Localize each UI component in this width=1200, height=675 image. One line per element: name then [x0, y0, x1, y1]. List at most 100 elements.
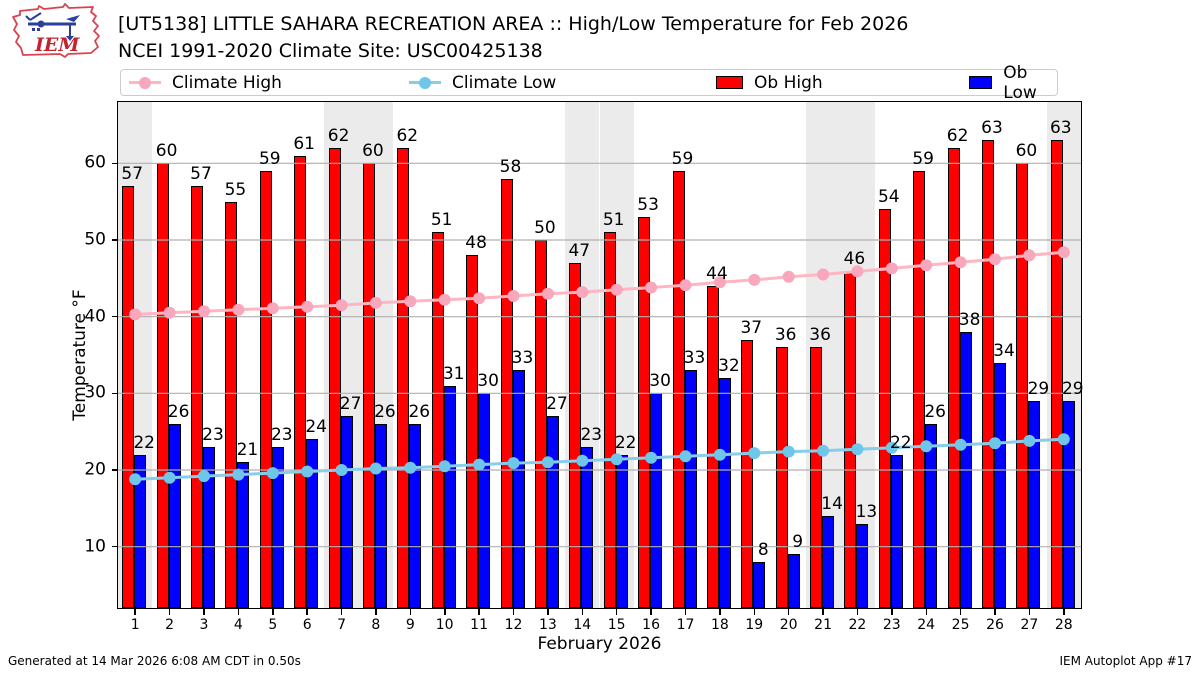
- x-tick-mark: [891, 609, 893, 615]
- ob-low-bar: [581, 447, 594, 608]
- climate-high-marker: [404, 295, 417, 308]
- legend-label: Ob Low: [1003, 62, 1037, 103]
- x-tick-mark: [409, 609, 412, 615]
- x-tick-mark: [753, 609, 755, 615]
- x-tick-mark: [994, 609, 996, 615]
- climate-low-marker: [954, 438, 967, 451]
- y-tick-label: 20: [84, 459, 106, 480]
- ob-high-bar: [294, 155, 307, 608]
- ob-low-bar: [718, 378, 731, 608]
- ob-low-bar: [134, 454, 147, 608]
- x-axis-label: February 2026: [537, 634, 662, 654]
- x-tick-label: 1: [130, 617, 140, 633]
- ob-low-value-label: 26: [924, 402, 946, 423]
- climate-low-marker: [920, 440, 933, 453]
- y-tick-label: 40: [84, 306, 106, 327]
- weather-vane-icon: [25, 12, 80, 41]
- x-tick-label: 5: [268, 617, 278, 633]
- x-tick-label: 2: [165, 617, 175, 633]
- climate-high-marker: [817, 268, 830, 281]
- climate-high-marker: [438, 293, 451, 306]
- ob-low-value-label: 8: [757, 540, 769, 561]
- climate-low-marker: [1057, 433, 1070, 446]
- ob-low-value-label: 30: [649, 371, 671, 392]
- x-tick-mark: [581, 609, 584, 615]
- ob-high-value-label: 53: [637, 195, 659, 216]
- climate-low-marker: [232, 468, 245, 481]
- ob-high-value-label: 58: [499, 156, 522, 177]
- x-tick-label: 22: [848, 617, 867, 633]
- x-tick-label: 11: [470, 617, 488, 633]
- climate-high-marker: [473, 292, 486, 305]
- ob-high-bar: [741, 339, 754, 608]
- ob-low-value-label: 31: [442, 363, 465, 384]
- legend-item-climate-high: Climate High: [129, 70, 282, 95]
- ob-high-value-label: 57: [190, 164, 212, 185]
- ob-high-value-label: 51: [430, 210, 453, 231]
- ob-low-value-label: 27: [339, 394, 362, 415]
- climate-lines-svg: [118, 162, 1081, 548]
- x-tick-mark: [340, 609, 343, 615]
- climate-low-marker: [713, 448, 726, 461]
- climate-high-marker: [129, 308, 142, 321]
- x-tick-label: 23: [882, 617, 901, 633]
- y-tick-label: 50: [84, 229, 106, 250]
- ob-high-value-label: 62: [396, 126, 419, 147]
- x-tick-mark: [547, 609, 549, 615]
- ob-high-bar: [122, 186, 135, 608]
- ob-low-value-label: 26: [374, 402, 396, 423]
- climate-high-marker: [369, 296, 382, 309]
- climate-high-marker: [541, 287, 554, 300]
- y-axis: 10 20 30 40 50 60: [0, 102, 118, 608]
- x-tick-mark: [512, 609, 515, 615]
- legend-label: Climate High: [172, 72, 282, 93]
- ob-high-bar: [225, 201, 238, 608]
- x-tick-label: 16: [642, 617, 660, 633]
- ob-high-bar: [603, 232, 616, 608]
- climate-low-marker: [610, 453, 623, 466]
- ob-low-bar: [340, 416, 353, 608]
- ob-high-value-label: 60: [362, 141, 384, 162]
- climate-low-marker: [301, 465, 314, 478]
- ob-high-value-label: 59: [671, 149, 694, 170]
- ob-low-value-label: 23: [202, 425, 224, 446]
- climate-low-marker: [851, 443, 864, 456]
- ob-low-value-label: 14: [821, 494, 843, 515]
- ob-low-value-label: 38: [958, 310, 981, 331]
- legend-label: Climate Low: [452, 72, 557, 93]
- ob-low-value-label: 22: [889, 432, 912, 453]
- iem-logo-text: IEM: [34, 34, 80, 56]
- ob-low-value-label: 30: [477, 371, 499, 392]
- ob-low-bar: [1062, 401, 1075, 608]
- x-tick-label: 3: [199, 617, 209, 633]
- ob-high-value-label: 62: [946, 126, 969, 147]
- ob-high-bar: [569, 263, 582, 608]
- x-tick-mark: [615, 609, 618, 615]
- y-tick-mark: [112, 545, 118, 548]
- x-tick-label: 8: [371, 617, 381, 633]
- x-tick-label: 9: [405, 617, 415, 633]
- climate-low-marker: [438, 460, 451, 473]
- climate-low-marker: [679, 450, 692, 463]
- climate-low-marker: [576, 454, 589, 467]
- ob-low-value-label: 29: [1027, 379, 1050, 400]
- climate-high-marker: [232, 303, 245, 316]
- ob-high-bar: [810, 347, 823, 608]
- ob-low-value-label: 22: [614, 432, 637, 453]
- x-tick-label: 19: [745, 617, 764, 633]
- climate-low-marker: [335, 464, 348, 476]
- ob-high-bar: [672, 171, 685, 608]
- x-tick-label: 27: [1020, 617, 1039, 633]
- x-tick-mark: [684, 609, 687, 615]
- climate-high-line-icon: [129, 76, 161, 89]
- ob-low-bar: [203, 447, 215, 608]
- ob-low-value-label: 26: [408, 402, 431, 423]
- climate-low-marker: [989, 437, 1001, 450]
- ob-low-bar: [684, 370, 697, 608]
- legend-item-ob-low: Ob Low: [969, 63, 1057, 103]
- climate-high-marker: [1057, 246, 1070, 259]
- y-tick-label: 60: [84, 152, 106, 173]
- ob-high-value-label: 46: [843, 248, 866, 269]
- climate-low-marker: [507, 457, 520, 470]
- x-tick-mark: [306, 609, 308, 615]
